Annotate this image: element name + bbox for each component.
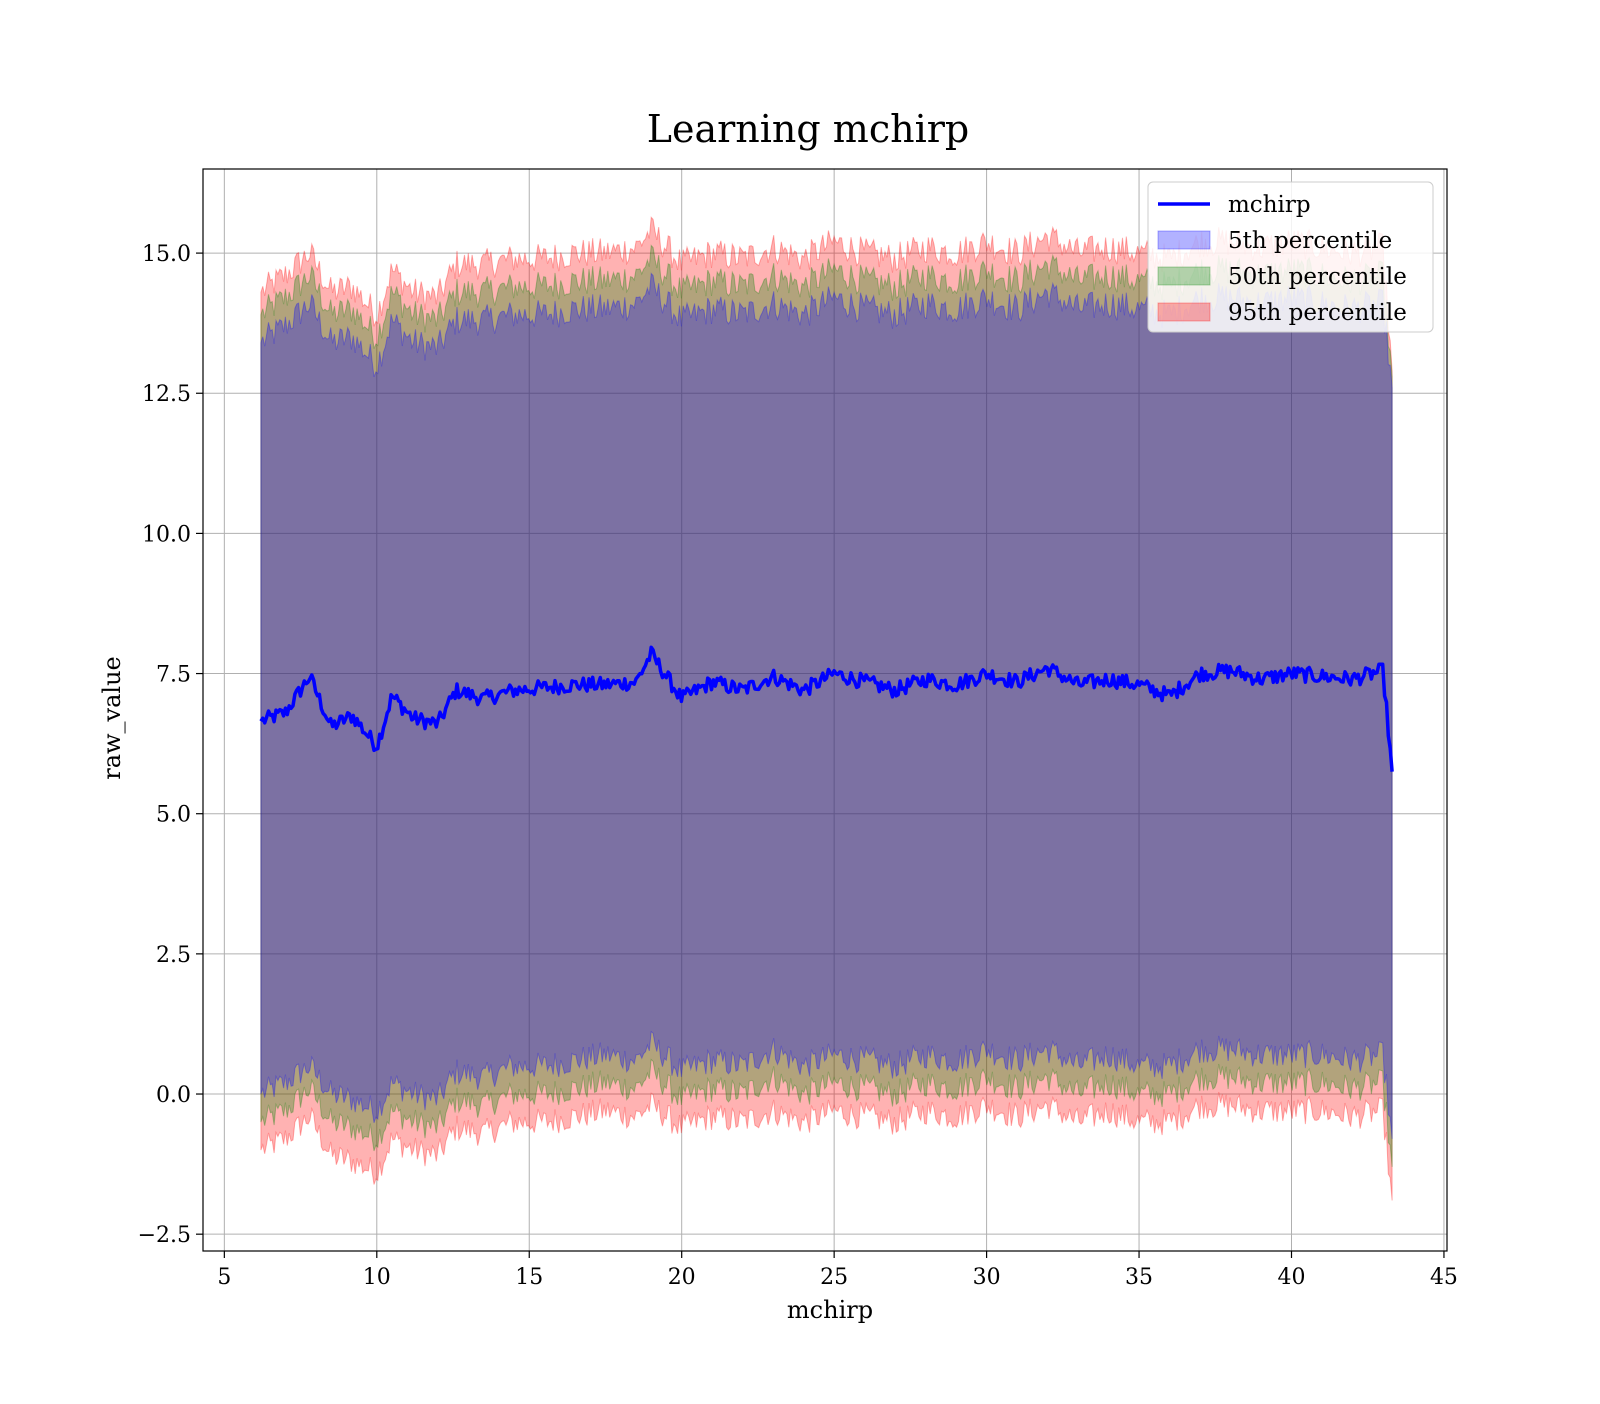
legend-patch-swatch bbox=[1157, 266, 1211, 286]
chart-title: Learning mchirp bbox=[647, 107, 969, 151]
x-axis-ticks: 5 10 15 20 25 30 35 40 45 bbox=[217, 1251, 1458, 1290]
y-tick-label: 7.5 bbox=[156, 663, 191, 688]
y-tick-label: 10.0 bbox=[142, 522, 191, 547]
y-tick-label: 0.0 bbox=[156, 1083, 191, 1108]
legend-label: 50th percentile bbox=[1228, 264, 1407, 290]
x-tick-label: 40 bbox=[1278, 1265, 1306, 1290]
y-tick-label: −2.5 bbox=[138, 1223, 191, 1248]
legend-patch-swatch bbox=[1157, 302, 1211, 322]
x-tick-label: 10 bbox=[363, 1265, 391, 1290]
legend: mchirp 5th percentile 50th percentile 95th … bbox=[1147, 181, 1434, 333]
y-tick-label: 2.5 bbox=[156, 943, 191, 968]
legend-patch-swatch bbox=[1157, 230, 1211, 250]
band-50th-percentile bbox=[260, 244, 1393, 1167]
x-tick-label: 15 bbox=[515, 1265, 543, 1290]
legend-label: 95th percentile bbox=[1228, 300, 1407, 326]
x-tick-label: 25 bbox=[820, 1265, 848, 1290]
x-axis-label: mchirp bbox=[787, 1296, 873, 1324]
y-tick-label: 5.0 bbox=[156, 803, 191, 828]
legend-label: 5th percentile bbox=[1228, 228, 1392, 254]
x-tick-label: 5 bbox=[217, 1265, 231, 1290]
series-lines bbox=[259, 645, 1394, 772]
line-mchirp bbox=[259, 645, 1394, 772]
grid-lines bbox=[203, 169, 1447, 1251]
x-tick-label: 20 bbox=[668, 1265, 696, 1290]
percentile-bands bbox=[260, 216, 1393, 1201]
band-5th-percentile bbox=[260, 272, 1393, 1139]
band-95th-percentile bbox=[260, 216, 1393, 1201]
x-tick-label: 35 bbox=[1125, 1265, 1153, 1290]
plot-background bbox=[203, 169, 1447, 1251]
y-axis-ticks: −2.5 0.0 2.5 5.0 7.5 10.0 12.5 15.0 bbox=[138, 242, 203, 1248]
y-axis-label: raw_value bbox=[98, 656, 126, 780]
plot-area bbox=[203, 169, 1447, 1251]
legend-box bbox=[1147, 181, 1434, 333]
axes bbox=[202, 168, 1448, 1252]
x-tick-label: 30 bbox=[973, 1265, 1001, 1290]
axes-frame bbox=[202, 168, 1448, 1252]
y-tick-label: 15.0 bbox=[142, 242, 191, 267]
y-tick-label: 12.5 bbox=[142, 382, 191, 407]
x-tick-label: 45 bbox=[1430, 1265, 1458, 1290]
legend-label: mchirp bbox=[1228, 192, 1311, 218]
